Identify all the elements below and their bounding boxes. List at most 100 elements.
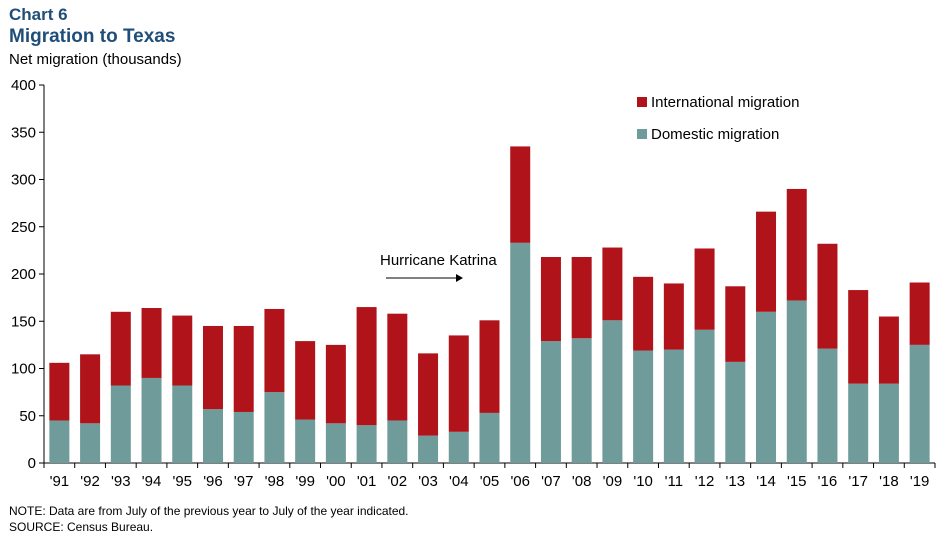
bar-international-08	[571, 256, 592, 339]
bar-international-12	[694, 248, 715, 330]
annotation-hurricane-katrina: Hurricane Katrina	[380, 252, 497, 269]
bar-international-95	[172, 315, 193, 386]
bar-international-03	[418, 353, 439, 436]
bar-domestic-07	[540, 341, 561, 463]
x-tick-label: '18	[879, 473, 899, 490]
footnote: NOTE: Data are from July of the previous…	[9, 504, 409, 518]
bar-domestic-03	[418, 435, 439, 463]
x-tick-label: '09	[603, 473, 623, 490]
legend-label-domestic: Domestic migration	[651, 126, 779, 143]
x-tick-label: '98	[265, 473, 285, 490]
bar-international-10	[633, 276, 654, 351]
bar-domestic-10	[633, 350, 654, 463]
bar-international-01	[356, 307, 377, 426]
x-tick-label: '06	[510, 473, 530, 490]
x-tick-label: '99	[295, 473, 315, 490]
x-tick-label: '00	[326, 473, 346, 490]
bar-international-15	[786, 188, 807, 301]
x-tick-label: '08	[572, 473, 592, 490]
x-tick-label: '95	[172, 473, 192, 490]
bar-domestic-92	[80, 423, 101, 463]
bar-domestic-94	[141, 377, 162, 463]
bar-domestic-08	[571, 338, 592, 463]
bar-domestic-96	[202, 409, 223, 463]
y-tick-label: 350	[11, 124, 36, 141]
bar-domestic-16	[817, 348, 838, 463]
bar-international-18	[878, 316, 899, 384]
x-tick-label: '12	[695, 473, 715, 490]
bar-international-00	[325, 344, 346, 424]
bar-domestic-00	[325, 423, 346, 463]
bar-international-93	[110, 311, 131, 386]
legend-swatch-domestic	[637, 129, 647, 139]
x-tick-label: '11	[665, 473, 683, 490]
bar-domestic-13	[725, 361, 746, 463]
bar-domestic-93	[110, 385, 131, 463]
legend-swatch-international	[637, 97, 647, 107]
bar-domestic-91	[49, 420, 70, 463]
y-tick-label: 50	[19, 408, 36, 425]
bar-international-14	[756, 211, 777, 312]
bar-domestic-19	[909, 344, 930, 463]
bar-international-13	[725, 286, 746, 362]
bar-international-06	[510, 146, 531, 243]
x-tick-label: '05	[480, 473, 500, 490]
x-tick-label: '91	[50, 473, 70, 490]
x-tick-label: '13	[726, 473, 746, 490]
bar-international-99	[295, 341, 316, 420]
y-tick-label: 300	[11, 172, 36, 189]
x-tick-label: '17	[848, 473, 868, 490]
chart-title: Migration to Texas	[9, 26, 176, 47]
x-tick-label: '02	[388, 473, 408, 490]
x-tick-label: '97	[234, 473, 254, 490]
legend-label-international: International migration	[651, 94, 799, 111]
x-tick-label: '14	[756, 473, 776, 490]
y-tick-label: 100	[11, 361, 36, 378]
y-tick-label: 0	[28, 455, 36, 472]
x-tick-label: '07	[541, 473, 561, 490]
bar-international-94	[141, 308, 162, 378]
x-tick-label: '16	[818, 473, 838, 490]
bar-domestic-05	[479, 412, 500, 463]
bar-international-07	[540, 256, 561, 342]
x-tick-label: '96	[203, 473, 223, 490]
bar-domestic-95	[172, 385, 193, 463]
source-note: SOURCE: Census Bureau.	[9, 520, 154, 534]
bar-international-11	[663, 283, 684, 350]
bar-domestic-97	[233, 411, 254, 463]
x-tick-label: '15	[787, 473, 807, 490]
bar-domestic-15	[786, 300, 807, 463]
bar-domestic-11	[663, 349, 684, 463]
x-tick-label: '10	[633, 473, 653, 490]
y-tick-label: 400	[11, 77, 36, 94]
x-tick-label: '03	[418, 473, 438, 490]
bar-international-97	[233, 325, 254, 412]
bar-international-92	[80, 354, 101, 424]
bar-domestic-98	[264, 392, 285, 463]
bar-international-19	[909, 282, 930, 345]
x-tick-label: '94	[142, 473, 162, 490]
bar-domestic-04	[448, 431, 469, 463]
bar-international-09	[602, 247, 623, 321]
y-tick-label: 200	[11, 266, 36, 283]
bar-domestic-17	[848, 383, 869, 463]
y-tick-label: 150	[11, 313, 36, 330]
y-axis-unit-label: Net migration (thousands)	[9, 51, 182, 68]
bar-domestic-14	[756, 311, 777, 463]
annotation-arrow-head	[456, 274, 463, 282]
bar-international-16	[817, 243, 838, 349]
x-tick-label: '01	[357, 473, 377, 490]
bar-domestic-18	[878, 383, 899, 463]
x-tick-label: '92	[80, 473, 100, 490]
bar-international-17	[848, 290, 869, 384]
bar-domestic-09	[602, 320, 623, 463]
chart-label: Chart 6	[9, 5, 68, 24]
bar-domestic-02	[387, 420, 408, 463]
y-tick-label: 250	[11, 219, 36, 236]
bar-international-05	[479, 320, 500, 413]
bar-international-98	[264, 308, 285, 393]
x-tick-label: '93	[111, 473, 131, 490]
bar-domestic-12	[694, 329, 715, 463]
bar-international-02	[387, 313, 408, 421]
bar-domestic-06	[510, 242, 531, 463]
